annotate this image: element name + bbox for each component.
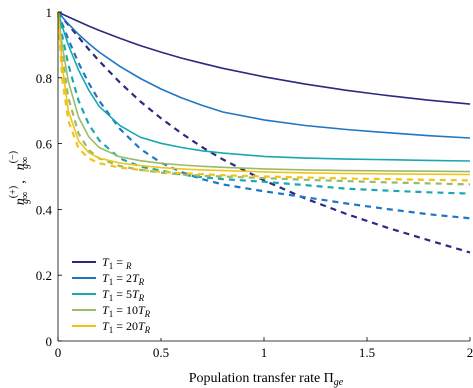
legend-label: T1 = 5TR	[102, 287, 145, 303]
series-3-dashed-line	[56, 11, 471, 195]
x-tick-label: 0	[55, 345, 62, 360]
series-2-solid-line	[57, 11, 471, 139]
series-3-solid-line	[57, 11, 471, 162]
series-layer	[56, 11, 471, 254]
axes: 0 0.5 1 1.5 2 0 0.2 0.4 0.6 0.8 1	[36, 5, 473, 360]
y-tick-label: 0.8	[36, 71, 52, 86]
y-tick-label: 0.4	[36, 202, 53, 217]
series-1-dashed-line	[57, 11, 471, 254]
series-4-dashed-line	[56, 11, 471, 186]
legend-label: T1 = 2TR	[102, 271, 145, 287]
series-4-solid-line	[57, 11, 471, 173]
series-5-dashed-line	[56, 11, 471, 182]
y-tick-label: 0.2	[36, 268, 52, 283]
x-tick-label: 0.5	[153, 345, 169, 360]
series-1-solid-line	[57, 11, 471, 105]
x-axis-label: Population transfer rate Πge	[189, 371, 344, 388]
y-tick-label: 0.6	[36, 137, 53, 152]
x-tick-label: 1.5	[359, 345, 375, 360]
legend-label: T1 = 10TR	[102, 303, 151, 319]
legend-label: T1 = 20TR	[102, 319, 151, 335]
legend-label: T1 = R	[102, 255, 132, 271]
y-axis-label: n(+)g∞,n(−)g∞	[8, 151, 31, 205]
y-tick-label: 1	[46, 5, 53, 20]
y-tick-label: 0	[46, 334, 53, 349]
x-tick-label: 2	[467, 345, 473, 360]
x-tick-label: 1	[261, 345, 268, 360]
series-5-solid-line	[57, 11, 471, 176]
